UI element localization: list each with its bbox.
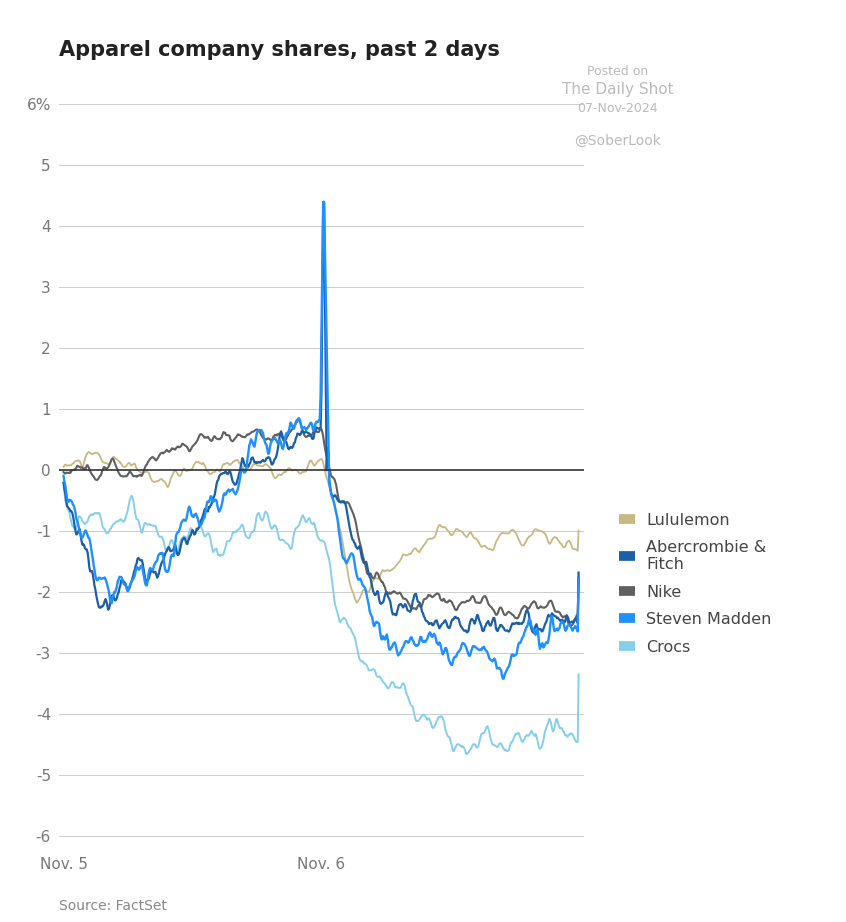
Text: The Daily Shot: The Daily Shot bbox=[562, 82, 673, 97]
Legend: Lululemon, Abercrombie &
Fitch, Nike, Steven Madden, Crocs: Lululemon, Abercrombie & Fitch, Nike, St… bbox=[613, 506, 778, 661]
Text: Source: FactSet: Source: FactSet bbox=[59, 899, 168, 913]
Text: Posted on: Posted on bbox=[587, 65, 648, 78]
Text: 07-Nov-2024: 07-Nov-2024 bbox=[577, 102, 658, 115]
Text: @SoberLook: @SoberLook bbox=[574, 134, 661, 148]
Text: Apparel company shares, past 2 days: Apparel company shares, past 2 days bbox=[59, 40, 500, 60]
